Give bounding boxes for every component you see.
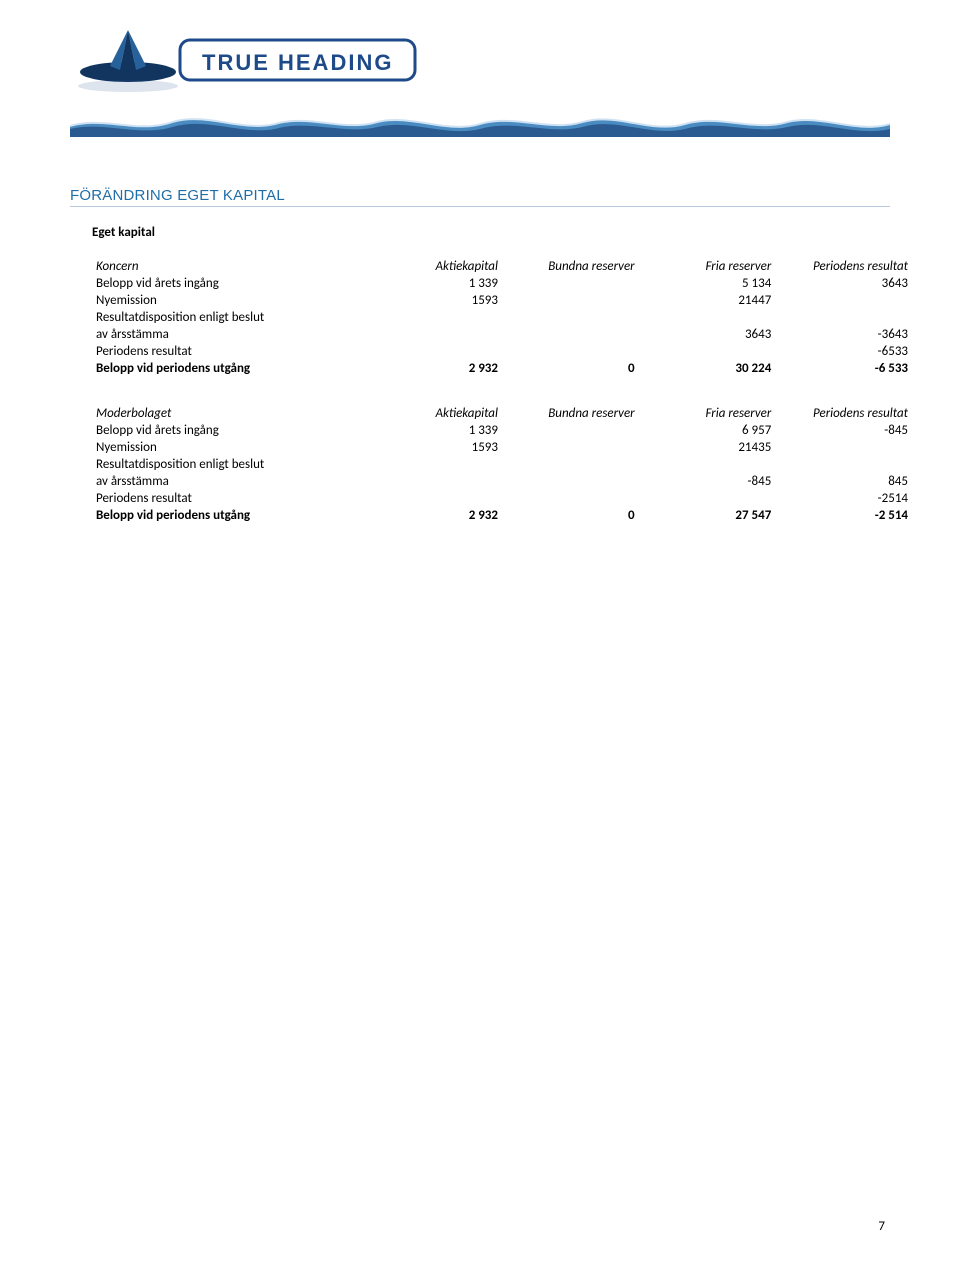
table1-footer-row: Belopp vid periodens utgång 2 932 0 30 2… <box>92 360 912 377</box>
table-row: Belopp vid årets ingång 1 339 5 134 3643 <box>92 275 912 292</box>
table-koncern: Koncern Aktiekapital Bundna reserver Fri… <box>92 258 912 377</box>
logo-text: TRUE HEADING <box>202 50 393 75</box>
company-logo: TRUE HEADING <box>70 30 890 99</box>
table2-col-3: Periodens resultat <box>775 405 912 422</box>
table-row: av årsstämma 3643 -3643 <box>92 326 912 343</box>
table2-col-2: Fria reserver <box>639 405 776 422</box>
table2-section-label: Moderbolaget <box>92 405 365 422</box>
table-moderbolaget: Moderbolaget Aktiekapital Bundna reserve… <box>92 405 912 524</box>
table1-col-0: Aktiekapital <box>365 258 502 275</box>
table-row: Nyemission 1593 21447 <box>92 292 912 309</box>
table2-footer-row: Belopp vid periodens utgång 2 932 0 27 5… <box>92 507 912 524</box>
section-heading: FÖRÄNDRING EGET KAPITAL <box>70 187 890 204</box>
table1-col-3: Periodens resultat <box>775 258 912 275</box>
table-row: Resultatdisposition enligt beslut <box>92 309 912 326</box>
subheading: Eget kapital <box>92 225 890 240</box>
wave-divider <box>70 107 890 137</box>
table-row: Periodens resultat -2514 <box>92 490 912 507</box>
table-row: av årsstämma -845 845 <box>92 473 912 490</box>
table-row: Resultatdisposition enligt beslut <box>92 456 912 473</box>
table-row: Nyemission 1593 21435 <box>92 439 912 456</box>
table2-col-1: Bundna reserver <box>502 405 639 422</box>
table-row: Belopp vid årets ingång 1 339 6 957 -845 <box>92 422 912 439</box>
table1-col-1: Bundna reserver <box>502 258 639 275</box>
table1-section-label: Koncern <box>92 258 365 275</box>
table2-col-0: Aktiekapital <box>365 405 502 422</box>
table1-col-2: Fria reserver <box>639 258 776 275</box>
page-number: 7 <box>878 1219 885 1234</box>
heading-underline <box>70 206 890 207</box>
table-row: Periodens resultat -6533 <box>92 343 912 360</box>
